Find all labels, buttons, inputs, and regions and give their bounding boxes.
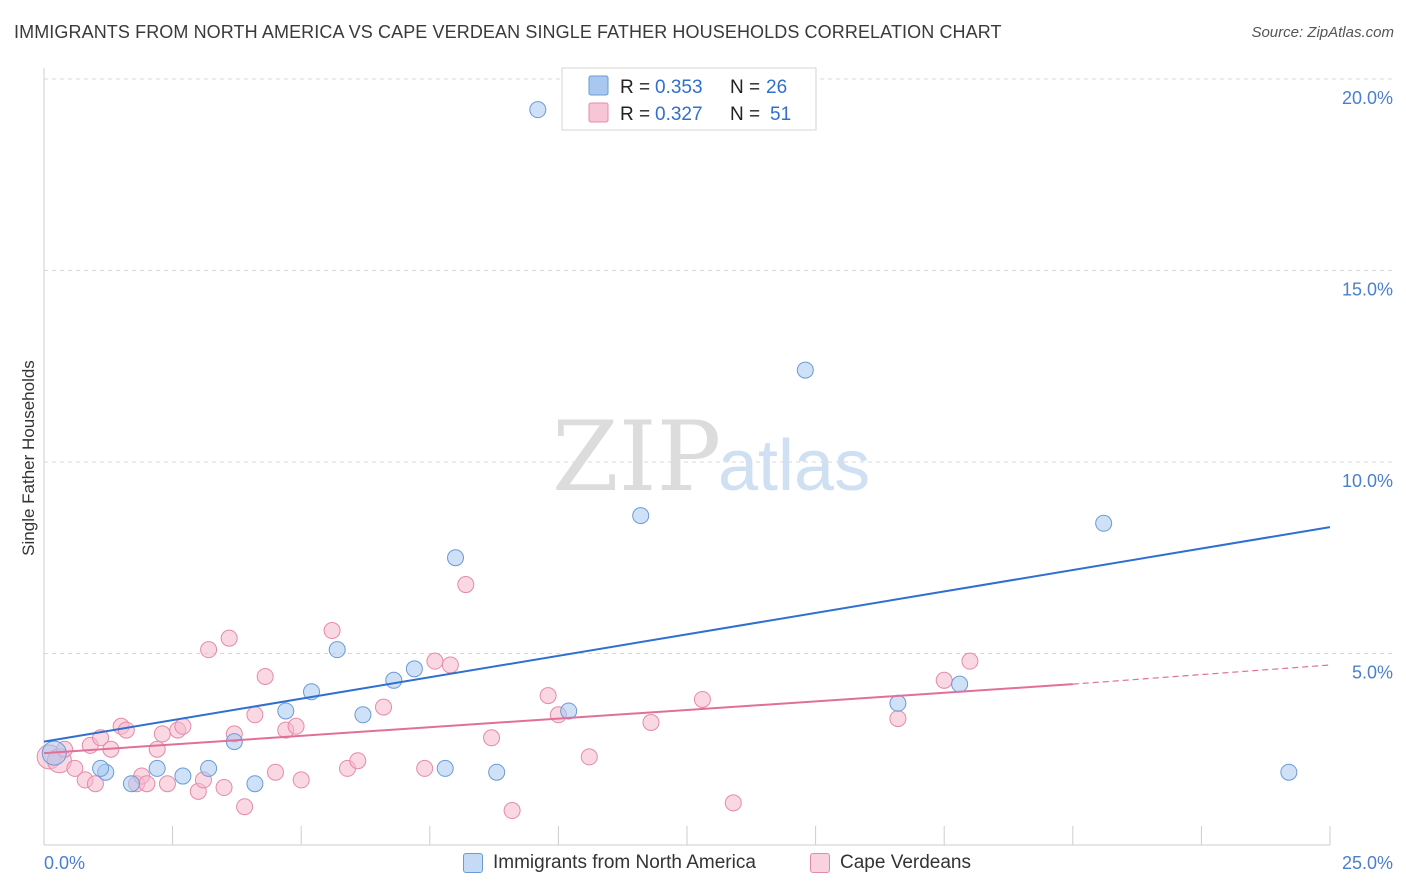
data-point[interactable]: [503, 802, 521, 820]
x-ticks: [172, 826, 1331, 845]
legend-blue-r-value: 0.353: [655, 77, 703, 98]
trend-line-pink-extension: [1072, 664, 1331, 685]
legend-pink-swatch: [588, 102, 609, 123]
data-point[interactable]: [488, 763, 506, 781]
legend-pink-r-value: 0.327: [655, 104, 703, 125]
legend-pink-r-label: R =: [620, 104, 650, 125]
data-point[interactable]: [349, 752, 367, 770]
legend-blue-swatch: [588, 75, 609, 96]
legend-blue-n-label: N =: [730, 77, 760, 98]
legend-blue-n-value: 26: [766, 77, 787, 98]
data-point[interactable]: [889, 710, 907, 728]
data-point[interactable]: [66, 759, 84, 777]
data-point[interactable]: [580, 748, 598, 766]
data-point[interactable]: [92, 759, 110, 777]
data-point[interactable]: [174, 717, 192, 735]
data-point[interactable]: [174, 767, 192, 785]
data-point[interactable]: [961, 652, 979, 670]
y-tick-label: 10.0%: [1342, 471, 1393, 491]
data-point[interactable]: [457, 576, 475, 594]
watermark-atlas: atlas: [718, 426, 870, 506]
data-point[interactable]: [122, 775, 140, 793]
data-point[interactable]: [117, 721, 135, 739]
data-point[interactable]: [693, 690, 711, 708]
y-axis-label: Single Father Households: [19, 360, 38, 556]
data-point[interactable]: [86, 775, 104, 793]
chart-title: IMMIGRANTS FROM NORTH AMERICA VS CAPE VE…: [14, 22, 1002, 42]
data-point[interactable]: [385, 671, 403, 689]
y-tick-label: 5.0%: [1352, 663, 1393, 683]
data-point[interactable]: [375, 698, 393, 716]
blue-series-points: [41, 101, 1298, 793]
legend-swatch-pink: [810, 853, 830, 873]
data-point[interactable]: [724, 794, 742, 812]
data-point[interactable]: [148, 759, 166, 777]
y-tick-label: 15.0%: [1342, 280, 1393, 300]
data-point[interactable]: [441, 656, 459, 674]
data-point[interactable]: [416, 759, 434, 777]
gridlines: [44, 78, 1392, 654]
data-point[interactable]: [277, 702, 295, 720]
data-point[interactable]: [483, 729, 501, 747]
data-point[interactable]: [951, 675, 969, 693]
data-point[interactable]: [292, 771, 310, 789]
trend-line-blue: [43, 526, 1331, 743]
data-point[interactable]: [405, 660, 423, 678]
data-point[interactable]: [539, 687, 557, 705]
data-point[interactable]: [436, 759, 454, 777]
x-tick-label-min: 0.0%: [44, 853, 85, 873]
data-point[interactable]: [266, 763, 284, 781]
data-point[interactable]: [138, 775, 156, 793]
data-point[interactable]: [158, 775, 176, 793]
data-point[interactable]: [246, 775, 264, 793]
data-point[interactable]: [529, 101, 547, 119]
data-point[interactable]: [153, 725, 171, 743]
y-tick-labels: 5.0% 10.0% 15.0% 20.0%: [1342, 88, 1393, 683]
legend-pink-n-value: 51: [770, 104, 791, 125]
legend-swatch-blue: [463, 853, 483, 873]
legend-pink-n-label: N =: [730, 104, 760, 125]
legend-label-cape-verdeans: Cape Verdeans: [840, 852, 971, 873]
data-point[interactable]: [200, 759, 218, 777]
data-point[interactable]: [560, 702, 578, 720]
data-point[interactable]: [256, 667, 274, 685]
data-point[interactable]: [220, 629, 238, 647]
data-point[interactable]: [287, 717, 305, 735]
trend-lines: [43, 526, 1331, 755]
data-point[interactable]: [200, 641, 218, 659]
data-point[interactable]: [323, 622, 341, 640]
data-point[interactable]: [796, 361, 814, 379]
data-point[interactable]: [935, 671, 953, 689]
data-point[interactable]: [632, 507, 650, 525]
data-point[interactable]: [447, 549, 465, 567]
correlation-legend: R = 0.353 N = 26 R = 0.327 N = 51: [561, 67, 817, 131]
data-point[interactable]: [1280, 763, 1298, 781]
data-point[interactable]: [328, 641, 346, 659]
x-tick-label-max: 25.0%: [1342, 853, 1393, 873]
legend-item-north-america[interactable]: Immigrants from North America: [463, 852, 756, 874]
legend-label-north-america: Immigrants from North America: [493, 852, 756, 873]
legend-blue-r-label: R =: [620, 77, 650, 98]
data-point[interactable]: [1095, 514, 1113, 532]
data-point[interactable]: [215, 779, 233, 797]
legend-item-cape-verdeans[interactable]: Cape Verdeans: [810, 852, 971, 874]
data-point[interactable]: [889, 694, 907, 712]
y-tick-label: 20.0%: [1342, 88, 1393, 108]
data-point[interactable]: [246, 706, 264, 724]
data-point[interactable]: [426, 652, 444, 670]
data-point[interactable]: [354, 706, 372, 724]
data-point[interactable]: [236, 798, 254, 816]
data-point[interactable]: [148, 740, 166, 758]
watermark-zip: ZIP: [552, 401, 721, 513]
trend-line-pink: [43, 683, 1073, 755]
data-point[interactable]: [642, 713, 660, 731]
series-legend: Immigrants from North America Cape Verde…: [0, 850, 1406, 880]
source-label: Source: ZipAtlas.com: [1251, 24, 1394, 41]
